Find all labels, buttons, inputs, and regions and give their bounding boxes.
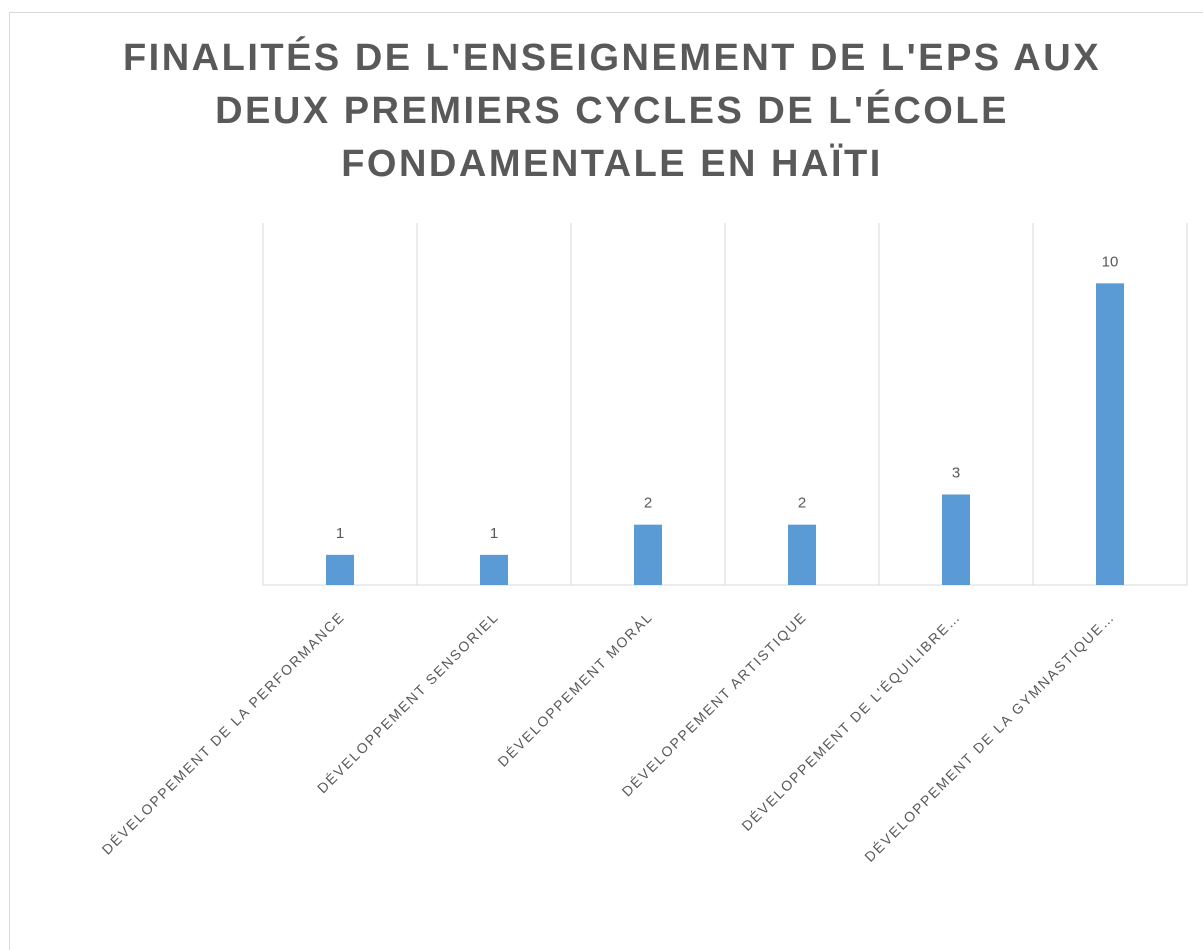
chart-title: DEUX PREMIERS CYCLES DE L'ÉCOLE	[215, 88, 1009, 132]
bar	[942, 494, 970, 585]
data-label: 3	[952, 464, 960, 481]
chart-frame	[9, 12, 1203, 950]
chart-title: FONDAMENTALE EN HAÏTI	[341, 142, 883, 185]
bar	[326, 554, 354, 585]
bar	[788, 524, 816, 585]
data-label: 10	[1102, 253, 1119, 270]
data-label: 1	[490, 525, 498, 542]
data-label: 1	[336, 525, 344, 542]
bar	[634, 524, 662, 585]
bar	[480, 554, 508, 585]
chart-title: FINALITÉS DE L'ENSEIGNEMENT DE L'EPS AUX	[123, 35, 1101, 79]
data-label: 2	[644, 495, 652, 512]
bar	[1096, 283, 1124, 585]
data-label: 2	[798, 495, 806, 512]
